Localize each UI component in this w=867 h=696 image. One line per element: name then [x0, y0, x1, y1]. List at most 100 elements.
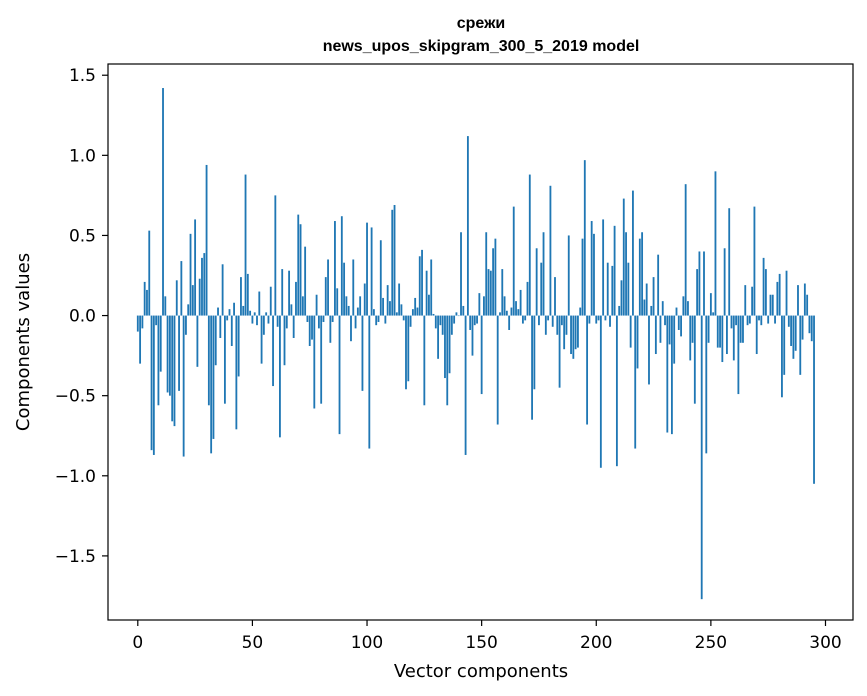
bar: [531, 315, 533, 420]
bar: [233, 302, 235, 316]
bar: [368, 315, 371, 449]
bar: [762, 257, 765, 316]
bar: [670, 315, 673, 435]
bar: [384, 315, 387, 324]
bar: [274, 195, 277, 316]
bar: [547, 315, 550, 321]
bar: [698, 251, 701, 316]
bar: [636, 315, 639, 369]
bar: [487, 269, 490, 316]
bar: [524, 315, 527, 321]
bar: [162, 88, 164, 316]
bar: [721, 315, 724, 363]
bar: [746, 315, 749, 326]
bar: [366, 222, 368, 316]
bar: [423, 315, 426, 406]
bar: [171, 315, 174, 422]
bar: [593, 233, 595, 316]
x-axis-ticks: 0 50 100 150 200 250 300: [132, 620, 842, 653]
bar: [299, 224, 302, 316]
bar: [659, 315, 662, 343]
bar: [533, 315, 536, 390]
bar: [586, 315, 589, 425]
x-axis-label: Vector components: [394, 661, 568, 682]
bar: [313, 315, 316, 409]
bar: [173, 315, 176, 427]
bar: [297, 214, 300, 316]
bar: [719, 315, 721, 348]
bar: [503, 296, 506, 316]
bar: [716, 315, 719, 348]
bar: [185, 315, 187, 335]
bar: [654, 315, 657, 355]
bar: [205, 164, 208, 316]
bar: [421, 249, 423, 316]
bar: [308, 315, 311, 346]
bar: [645, 283, 648, 316]
bar: [696, 269, 699, 316]
bar: [377, 315, 380, 322]
plot-frame: [107, 63, 854, 621]
bar: [139, 315, 142, 364]
bar: [453, 315, 456, 324]
bar: [389, 301, 391, 316]
bar: [437, 315, 440, 359]
bar: [345, 296, 348, 316]
bar: [634, 315, 637, 449]
bar: [787, 315, 790, 327]
bar: [301, 296, 304, 316]
bar: [141, 315, 144, 329]
bar: [180, 261, 183, 316]
bar: [152, 315, 155, 455]
bar: [588, 315, 591, 324]
bar: [570, 315, 572, 355]
x-tick-label: 300: [809, 633, 841, 653]
bar: [606, 262, 609, 316]
bar: [198, 278, 201, 316]
bar: [455, 312, 458, 316]
bar: [691, 315, 694, 343]
bar: [409, 315, 412, 327]
bar: [283, 315, 286, 366]
bar: [315, 294, 318, 316]
bar: [709, 293, 712, 316]
bar: [595, 315, 598, 324]
x-tick-label: 150: [465, 633, 497, 653]
x-tick-label: 250: [695, 633, 727, 653]
bar: [416, 307, 419, 316]
bar: [395, 312, 398, 316]
bar: [682, 296, 685, 316]
bar: [228, 309, 231, 316]
bar: [476, 315, 478, 324]
bar: [707, 315, 710, 343]
bar: [267, 315, 270, 324]
bar: [652, 277, 655, 316]
bar: [583, 160, 586, 316]
bar: [556, 315, 559, 335]
bar: [148, 230, 151, 316]
bar: [625, 232, 627, 316]
bar: [439, 315, 442, 326]
bar: [338, 315, 341, 435]
bar: [334, 221, 336, 316]
bar: [742, 315, 744, 343]
bar: [372, 309, 375, 316]
bar: [434, 315, 437, 329]
bar: [657, 254, 660, 316]
bar: [499, 312, 501, 316]
bar: [221, 264, 224, 316]
bar: [258, 291, 261, 316]
bar: [320, 315, 323, 404]
bar: [526, 281, 529, 316]
bar: [620, 280, 623, 316]
bar: [714, 171, 717, 316]
bar: [609, 315, 611, 327]
bar: [136, 315, 139, 332]
bar: [563, 315, 566, 350]
bar: [753, 206, 756, 316]
bar: [611, 265, 614, 316]
bar: [150, 315, 153, 451]
bar: [515, 301, 517, 316]
bar: [641, 232, 644, 316]
